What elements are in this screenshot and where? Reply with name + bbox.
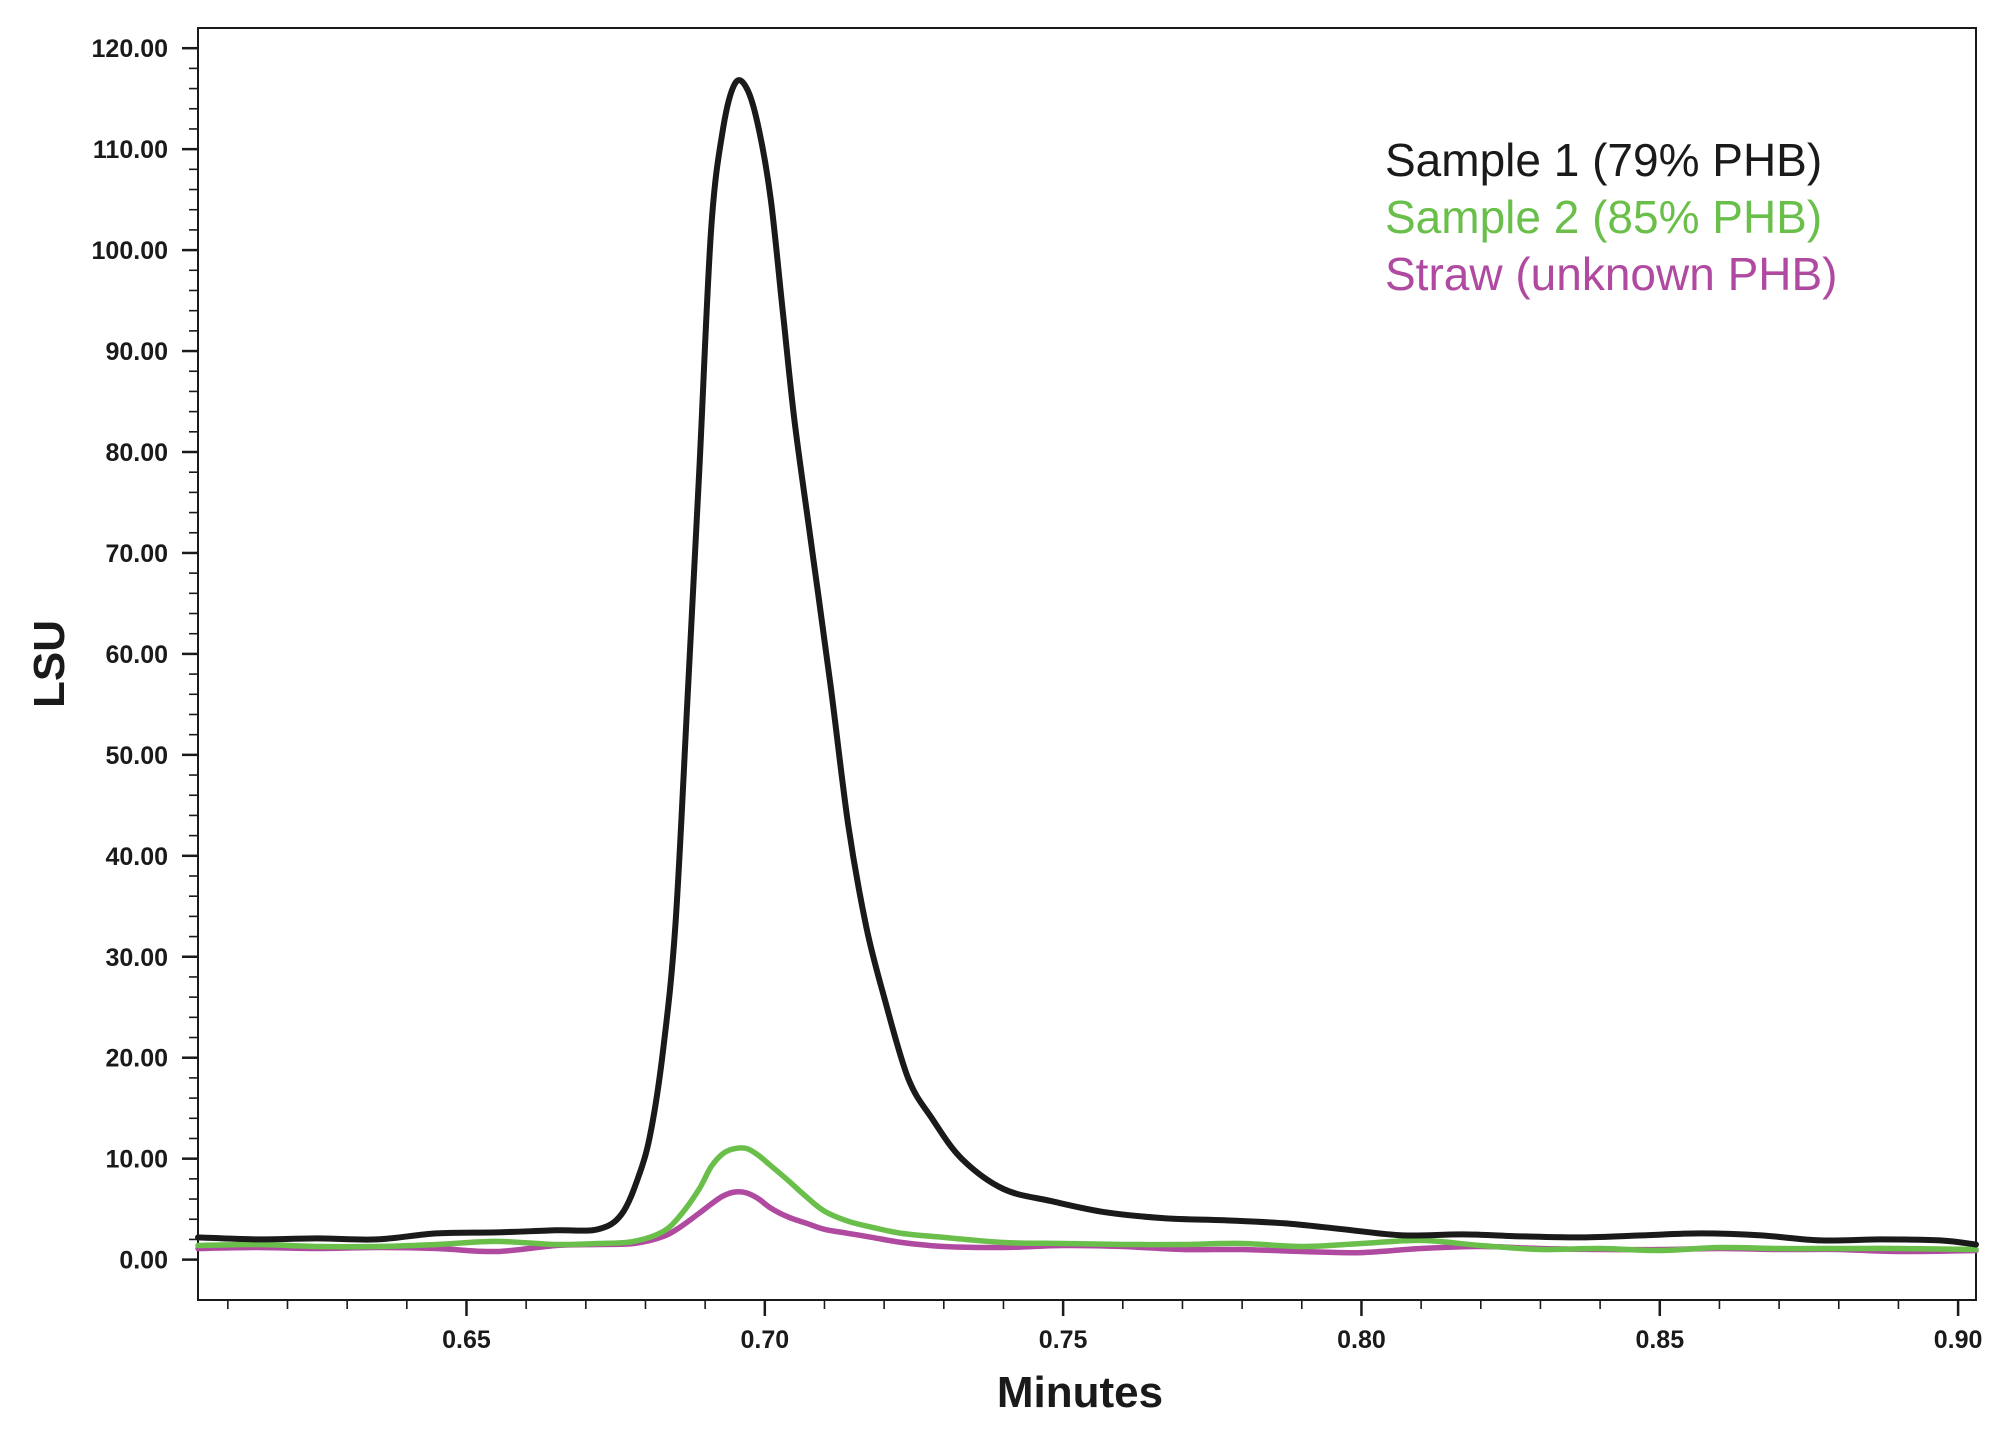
y-tick-label: 40.00	[105, 843, 168, 871]
x-tick-label: 0.85	[1635, 1326, 1684, 1354]
y-axis-ticks	[182, 46, 198, 1261]
y-tick-label: 60.00	[105, 641, 168, 669]
legend-sample-1: Sample 1 (79% PHB)	[1385, 134, 1822, 186]
y-tick-label: 10.00	[105, 1146, 168, 1174]
y-tick-label: 30.00	[105, 944, 168, 972]
sample-1-line	[195, 77, 1979, 1248]
x-tick-label: 0.80	[1337, 1326, 1386, 1354]
y-tick-label: 120.00	[92, 35, 168, 63]
x-axis-title: Minutes	[997, 1368, 1163, 1417]
y-tick-label: 80.00	[105, 439, 168, 467]
legend-sample-2: Sample 2 (85% PHB)	[1385, 191, 1822, 243]
x-tick-label: 0.75	[1039, 1326, 1088, 1354]
plot-frame	[197, 27, 1977, 1301]
y-tick-label: 70.00	[105, 540, 168, 568]
y-axis-title: LSU	[25, 620, 74, 708]
series-lines	[195, 77, 1979, 1256]
y-tick-label: 0.00	[119, 1247, 168, 1275]
legend-straw: Straw (unknown PHB)	[1385, 248, 1838, 300]
y-tick-label: 50.00	[105, 742, 168, 770]
x-axis-ticks	[227, 1300, 1960, 1316]
x-tick-label: 0.70	[740, 1326, 789, 1354]
sample-2-line	[195, 1145, 1979, 1254]
x-tick-label: 0.90	[1934, 1326, 1983, 1354]
legend: Sample 1 (79% PHB)Sample 2 (85% PHB)Stra…	[1385, 134, 1838, 300]
y-tick-label: 20.00	[105, 1045, 168, 1073]
y-axis-tick-labels: 0.00 10.00 20.00 30.00 40.00 50.00 60.00 70.00 8…	[92, 35, 168, 1274]
y-tick-label: 90.00	[105, 338, 168, 366]
y-tick-label: 110.00	[93, 136, 168, 164]
x-axis-tick-labels: 0.65 0.70 0.75 0.80 0.85 0.90	[442, 1326, 1982, 1354]
x-tick-label: 0.65	[442, 1326, 491, 1354]
y-tick-label: 100.00	[92, 237, 168, 265]
